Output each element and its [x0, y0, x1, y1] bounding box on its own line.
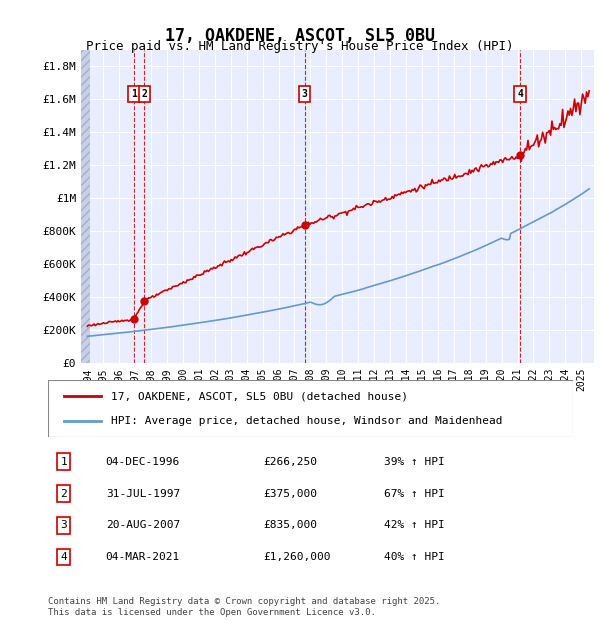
Text: 39% ↑ HPI: 39% ↑ HPI: [384, 457, 445, 467]
Text: 17, OAKDENE, ASCOT, SL5 0BU: 17, OAKDENE, ASCOT, SL5 0BU: [165, 27, 435, 45]
Text: £375,000: £375,000: [263, 489, 317, 498]
Text: 40% ↑ HPI: 40% ↑ HPI: [384, 552, 445, 562]
Text: 3: 3: [302, 89, 308, 99]
Text: £266,250: £266,250: [263, 457, 317, 467]
Text: 4: 4: [517, 89, 523, 99]
Text: 04-MAR-2021: 04-MAR-2021: [106, 552, 180, 562]
Text: 31-JUL-1997: 31-JUL-1997: [106, 489, 180, 498]
Text: 1: 1: [61, 457, 67, 467]
Text: 2: 2: [61, 489, 67, 498]
Text: 4: 4: [61, 552, 67, 562]
Bar: [81, 50, 90, 363]
Text: HPI: Average price, detached house, Windsor and Maidenhead: HPI: Average price, detached house, Wind…: [111, 416, 503, 426]
FancyBboxPatch shape: [48, 380, 573, 437]
Text: 42% ↑ HPI: 42% ↑ HPI: [384, 520, 445, 530]
Text: £835,000: £835,000: [263, 520, 317, 530]
Text: 1: 1: [131, 89, 137, 99]
Text: 2: 2: [142, 89, 148, 99]
Text: 04-DEC-1996: 04-DEC-1996: [106, 457, 180, 467]
Text: Price paid vs. HM Land Registry's House Price Index (HPI): Price paid vs. HM Land Registry's House …: [86, 40, 514, 53]
Text: 67% ↑ HPI: 67% ↑ HPI: [384, 489, 445, 498]
Text: 17, OAKDENE, ASCOT, SL5 0BU (detached house): 17, OAKDENE, ASCOT, SL5 0BU (detached ho…: [111, 391, 408, 401]
Text: £1,260,000: £1,260,000: [263, 552, 331, 562]
Text: 3: 3: [61, 520, 67, 530]
Text: 20-AUG-2007: 20-AUG-2007: [106, 520, 180, 530]
Text: Contains HM Land Registry data © Crown copyright and database right 2025.
This d: Contains HM Land Registry data © Crown c…: [48, 598, 440, 617]
